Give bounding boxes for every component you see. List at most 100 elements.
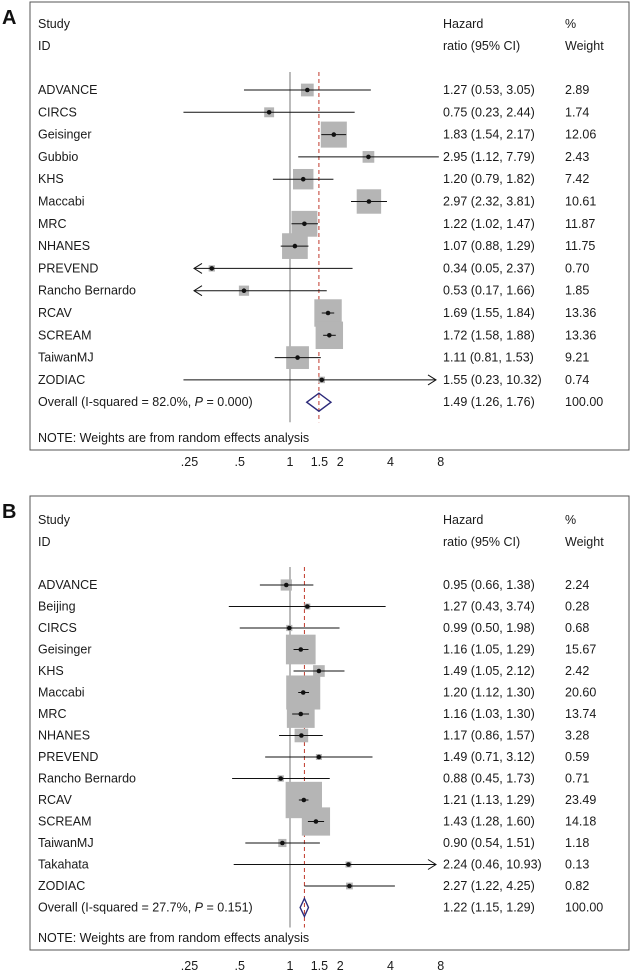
weight-value: 0.74 [565,373,589,387]
study-name: Takahata [38,858,89,872]
weight-value: 1.74 [565,105,589,119]
study-name: SCREAM [38,328,91,342]
point-estimate [316,668,322,674]
point-estimate [298,711,304,717]
hazard-ratio-value: 1.22 (1.02, 1.47) [443,217,535,231]
study-row: TaiwanMJ 0.90 (0.54, 1.51) 1.18 [38,836,589,850]
study-row: SCREAM 1.43 (1.28, 1.60) 14.18 [38,807,596,836]
x-tick-label: 4 [387,455,394,469]
hazard-ratio-value: 1.27 (0.43, 3.74) [443,600,535,614]
study-name: ADVANCE [38,83,98,97]
hazard-ratio-value: 1.72 (1.58, 1.88) [443,328,535,342]
weight-value: 13.74 [565,707,596,721]
x-tick-label: 8 [437,455,444,469]
weight-value: 9.21 [565,351,589,365]
study-row: CIRCS 0.99 (0.50, 1.98) 0.68 [38,621,589,635]
study-row: ADVANCE 0.95 (0.66, 1.38) 2.24 [38,578,589,592]
ci-left-arrow [193,285,203,297]
study-name: Geisinger [38,128,92,142]
study-row: SCREAM 1.72 (1.58, 1.88) 13.36 [38,321,596,350]
point-estimate [305,87,310,93]
study-name: ADVANCE [38,578,98,592]
overall-label: Overall (I-squared = 27.7%, P = 0.151) [38,901,253,915]
study-row: Takahata 2.24 (0.46, 10.93) 0.13 [38,858,589,872]
point-estimate [280,840,285,846]
point-estimate [295,355,300,360]
forest-panel-a: A Study ID Hazard ratio (95% CI)% Weight ADVAN… [2,1,630,469]
weight-value: 0.82 [565,879,589,893]
hazard-ratio-value: 1.27 (0.53, 3.05) [443,83,535,97]
x-axis: .25 .5 1 1.5 2 4 8 [181,959,444,973]
study-row: MRC 1.16 (1.03, 1.30) 13.74 [38,700,596,728]
study-row: Geisinger 1.83 (1.54, 2.17) 12.06 [38,121,596,148]
study-name: CIRCS [38,105,77,119]
hazard-ratio-value: 1.49 (1.05, 2.12) [443,664,535,678]
point-estimate [266,110,272,115]
weight-value: 3.28 [565,729,589,743]
x-tick-label: 8 [437,959,444,973]
study-name: TaiwanMJ [38,351,94,365]
point-estimate [347,883,352,889]
study-row: ZODIAC 2.27 (1.22, 4.25) 0.82 [38,879,589,893]
panel-label: A [2,7,16,29]
hazard-ratio-value: 1.83 (1.54, 2.17) [443,128,535,142]
weight-value: 10.61 [565,195,596,209]
ci-right-arrow [427,374,437,386]
point-estimate [325,310,331,316]
header-hazard-ci: ratio (95% CI) [443,39,520,53]
study-row: PREVEND 0.34 (0.05, 2.37) 0.70 [38,261,589,275]
study-row: RCAV 1.69 (1.55, 1.84) 13.36 [38,299,596,327]
study-row: ZODIAC 1.55 (0.23, 10.32) 0.74 [38,373,589,387]
overall-diamond [299,896,310,919]
weight-value: 0.71 [565,772,589,786]
ci-right-arrow [427,859,437,870]
point-estimate [298,647,304,652]
weight-value: 13.36 [565,328,596,342]
header-hazard-ci: ratio (95% CI) [443,535,520,549]
point-estimate [316,754,322,760]
hazard-ratio-value: 0.75 (0.23, 2.44) [443,105,535,119]
study-name: ZODIAC [38,373,85,387]
study-name: Rancho Bernardo [38,284,136,298]
x-tick-label: 1 [287,959,294,973]
point-estimate [366,154,371,160]
hazard-ratio-value: 1.49 (0.71, 3.12) [443,750,535,764]
study-name: ZODIAC [38,879,85,893]
study-row: Maccabi 1.20 (1.12, 1.30) 20.60 [38,675,596,710]
study-row: MRC 1.22 (1.02, 1.47) 11.87 [38,210,595,237]
weight-value: 2.24 [565,578,589,592]
study-row: PREVEND 1.49 (0.71, 3.12) 0.59 [38,750,589,764]
x-tick-label: .25 [181,959,198,973]
point-estimate [241,288,247,294]
header-id: ID [38,39,51,53]
hazard-ratio-value: 1.17 (0.86, 1.57) [443,729,535,743]
study-name: Beijing [38,600,76,614]
study-name: Gubbio [38,150,78,164]
hazard-ratio-value: 1.69 (1.55, 1.84) [443,306,535,320]
weight-value: 2.89 [565,83,589,97]
x-tick-label: 1.5 [311,455,328,469]
x-tick-label: 2 [337,959,344,973]
weights-note: NOTE: Weights are from random effects an… [38,931,309,945]
weight-value: 14.18 [565,815,596,829]
panel-label: B [2,501,16,523]
study-name: SCREAM [38,815,91,829]
weight-value: 12.06 [565,128,596,142]
x-axis: .25 .5 1 1.5 2 4 8 [181,455,444,469]
study-row: CIRCS 0.75 (0.23, 2.44) 1.74 [38,105,589,119]
study-row: Beijing 1.27 (0.43, 3.74) 0.28 [38,600,589,614]
study-row: NHANES 1.07 (0.88, 1.29) 11.75 [38,233,595,259]
panel-frame [29,1,630,451]
hazard-ratio-value: 1.16 (1.05, 1.29) [443,643,535,657]
study-name: Rancho Bernardo [38,772,136,786]
hazard-ratio-value: 1.16 (1.03, 1.30) [443,707,535,721]
study-name: MRC [38,707,66,721]
panel-frame [29,495,630,951]
hazard-ratio-value: 1.11 (0.81, 1.53) [443,351,534,365]
weight-value: 7.42 [565,172,589,186]
study-name: PREVEND [38,750,98,764]
study-row: Geisinger 1.16 (1.05, 1.29) 15.67 [38,634,596,665]
study-name: RCAV [38,306,72,320]
hazard-ratio-value: 1.20 (0.79, 1.82) [443,172,535,186]
point-estimate [278,776,284,781]
